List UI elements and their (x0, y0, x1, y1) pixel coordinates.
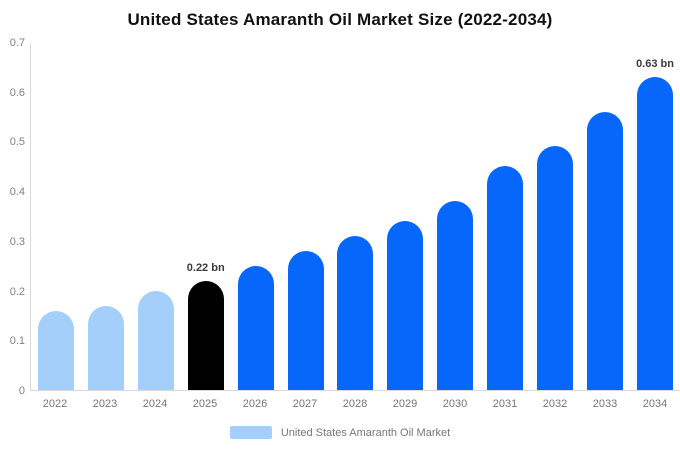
bar-slot-2024 (131, 43, 181, 390)
bar-slot-2034: 0.63 bn (630, 43, 680, 390)
x-axis-tick-label-2024: 2024 (142, 398, 168, 410)
bar-slot-2027 (281, 43, 331, 390)
bar-slot-2033 (580, 43, 630, 390)
bar-2028[interactable] (337, 235, 374, 390)
bar-2031[interactable] (487, 166, 524, 390)
legend[interactable]: United States Amaranth Oil Market (0, 426, 680, 439)
y-axis-tick-label: 0.2 (9, 285, 25, 298)
bar-2022[interactable] (37, 310, 74, 390)
x-axis-tick-label-2029: 2029 (392, 398, 418, 410)
bar-2034[interactable] (637, 76, 674, 390)
plot-area: 0.22 bn 0.63 bn (30, 43, 680, 391)
bar-2029[interactable] (387, 221, 424, 390)
legend-label: United States Amaranth Oil Market (280, 426, 451, 439)
y-axis-tick-label: 0.1 (9, 335, 25, 348)
x-axis: 2022 2023 2024 2025 2026 2027 2028 2029 2030 2031… (30, 398, 680, 410)
x-axis-tick-label-2034: 2034 (642, 398, 668, 410)
legend-swatch (229, 426, 272, 439)
x-axis-tick-label-2031: 2031 (492, 398, 518, 410)
y-axis-tick-label: 0.5 (9, 136, 25, 149)
x-axis-tick-label-2032: 2032 (542, 398, 568, 410)
bar-2027[interactable] (287, 250, 324, 390)
bar-slot-2025: 0.22 bn (181, 43, 231, 390)
y-axis-tick-label: 0.4 (9, 186, 25, 199)
bar-slot-2026 (231, 43, 281, 390)
x-axis-tick-label-2030: 2030 (442, 398, 468, 410)
chart-title: United States Amaranth Oil Market Size (… (127, 10, 553, 29)
bar-2025[interactable] (187, 280, 224, 390)
bar-slot-2031 (480, 43, 530, 390)
bar-slot-2030 (430, 43, 480, 390)
bar-2026[interactable] (237, 265, 274, 390)
x-axis-tick-label-2028: 2028 (342, 398, 368, 410)
bar-2032[interactable] (537, 146, 574, 390)
x-axis-tick-label-2025: 2025 (192, 398, 218, 410)
x-axis-tick-label-2033: 2033 (592, 398, 618, 410)
bar-2023[interactable] (87, 305, 124, 390)
y-axis-tick-label: 0.3 (9, 235, 25, 248)
bar-2030[interactable] (437, 201, 474, 390)
bar-value-label-2025: 0.22 bn (186, 261, 225, 274)
y-axis-tick-label: 0 (18, 385, 25, 397)
x-axis-tick-label-2027: 2027 (292, 398, 318, 410)
bar-slot-2032 (530, 43, 580, 390)
bar-2033[interactable] (587, 111, 624, 390)
bar-slot-2029 (380, 43, 430, 390)
bar-2024[interactable] (137, 290, 174, 390)
x-axis-tick-label-2026: 2026 (242, 398, 268, 410)
x-axis-tick-label-2022: 2022 (42, 398, 68, 410)
x-axis-tick-label-2023: 2023 (92, 398, 118, 410)
y-axis-tick-label: 0.6 (9, 86, 25, 99)
bar-slot-2023 (81, 43, 131, 390)
bar-slot-2028 (331, 43, 381, 390)
y-axis-tick-label: 0.7 (9, 37, 25, 49)
bar-slot-2022 (31, 43, 81, 390)
bar-value-label-2034: 0.63 bn (636, 57, 674, 70)
